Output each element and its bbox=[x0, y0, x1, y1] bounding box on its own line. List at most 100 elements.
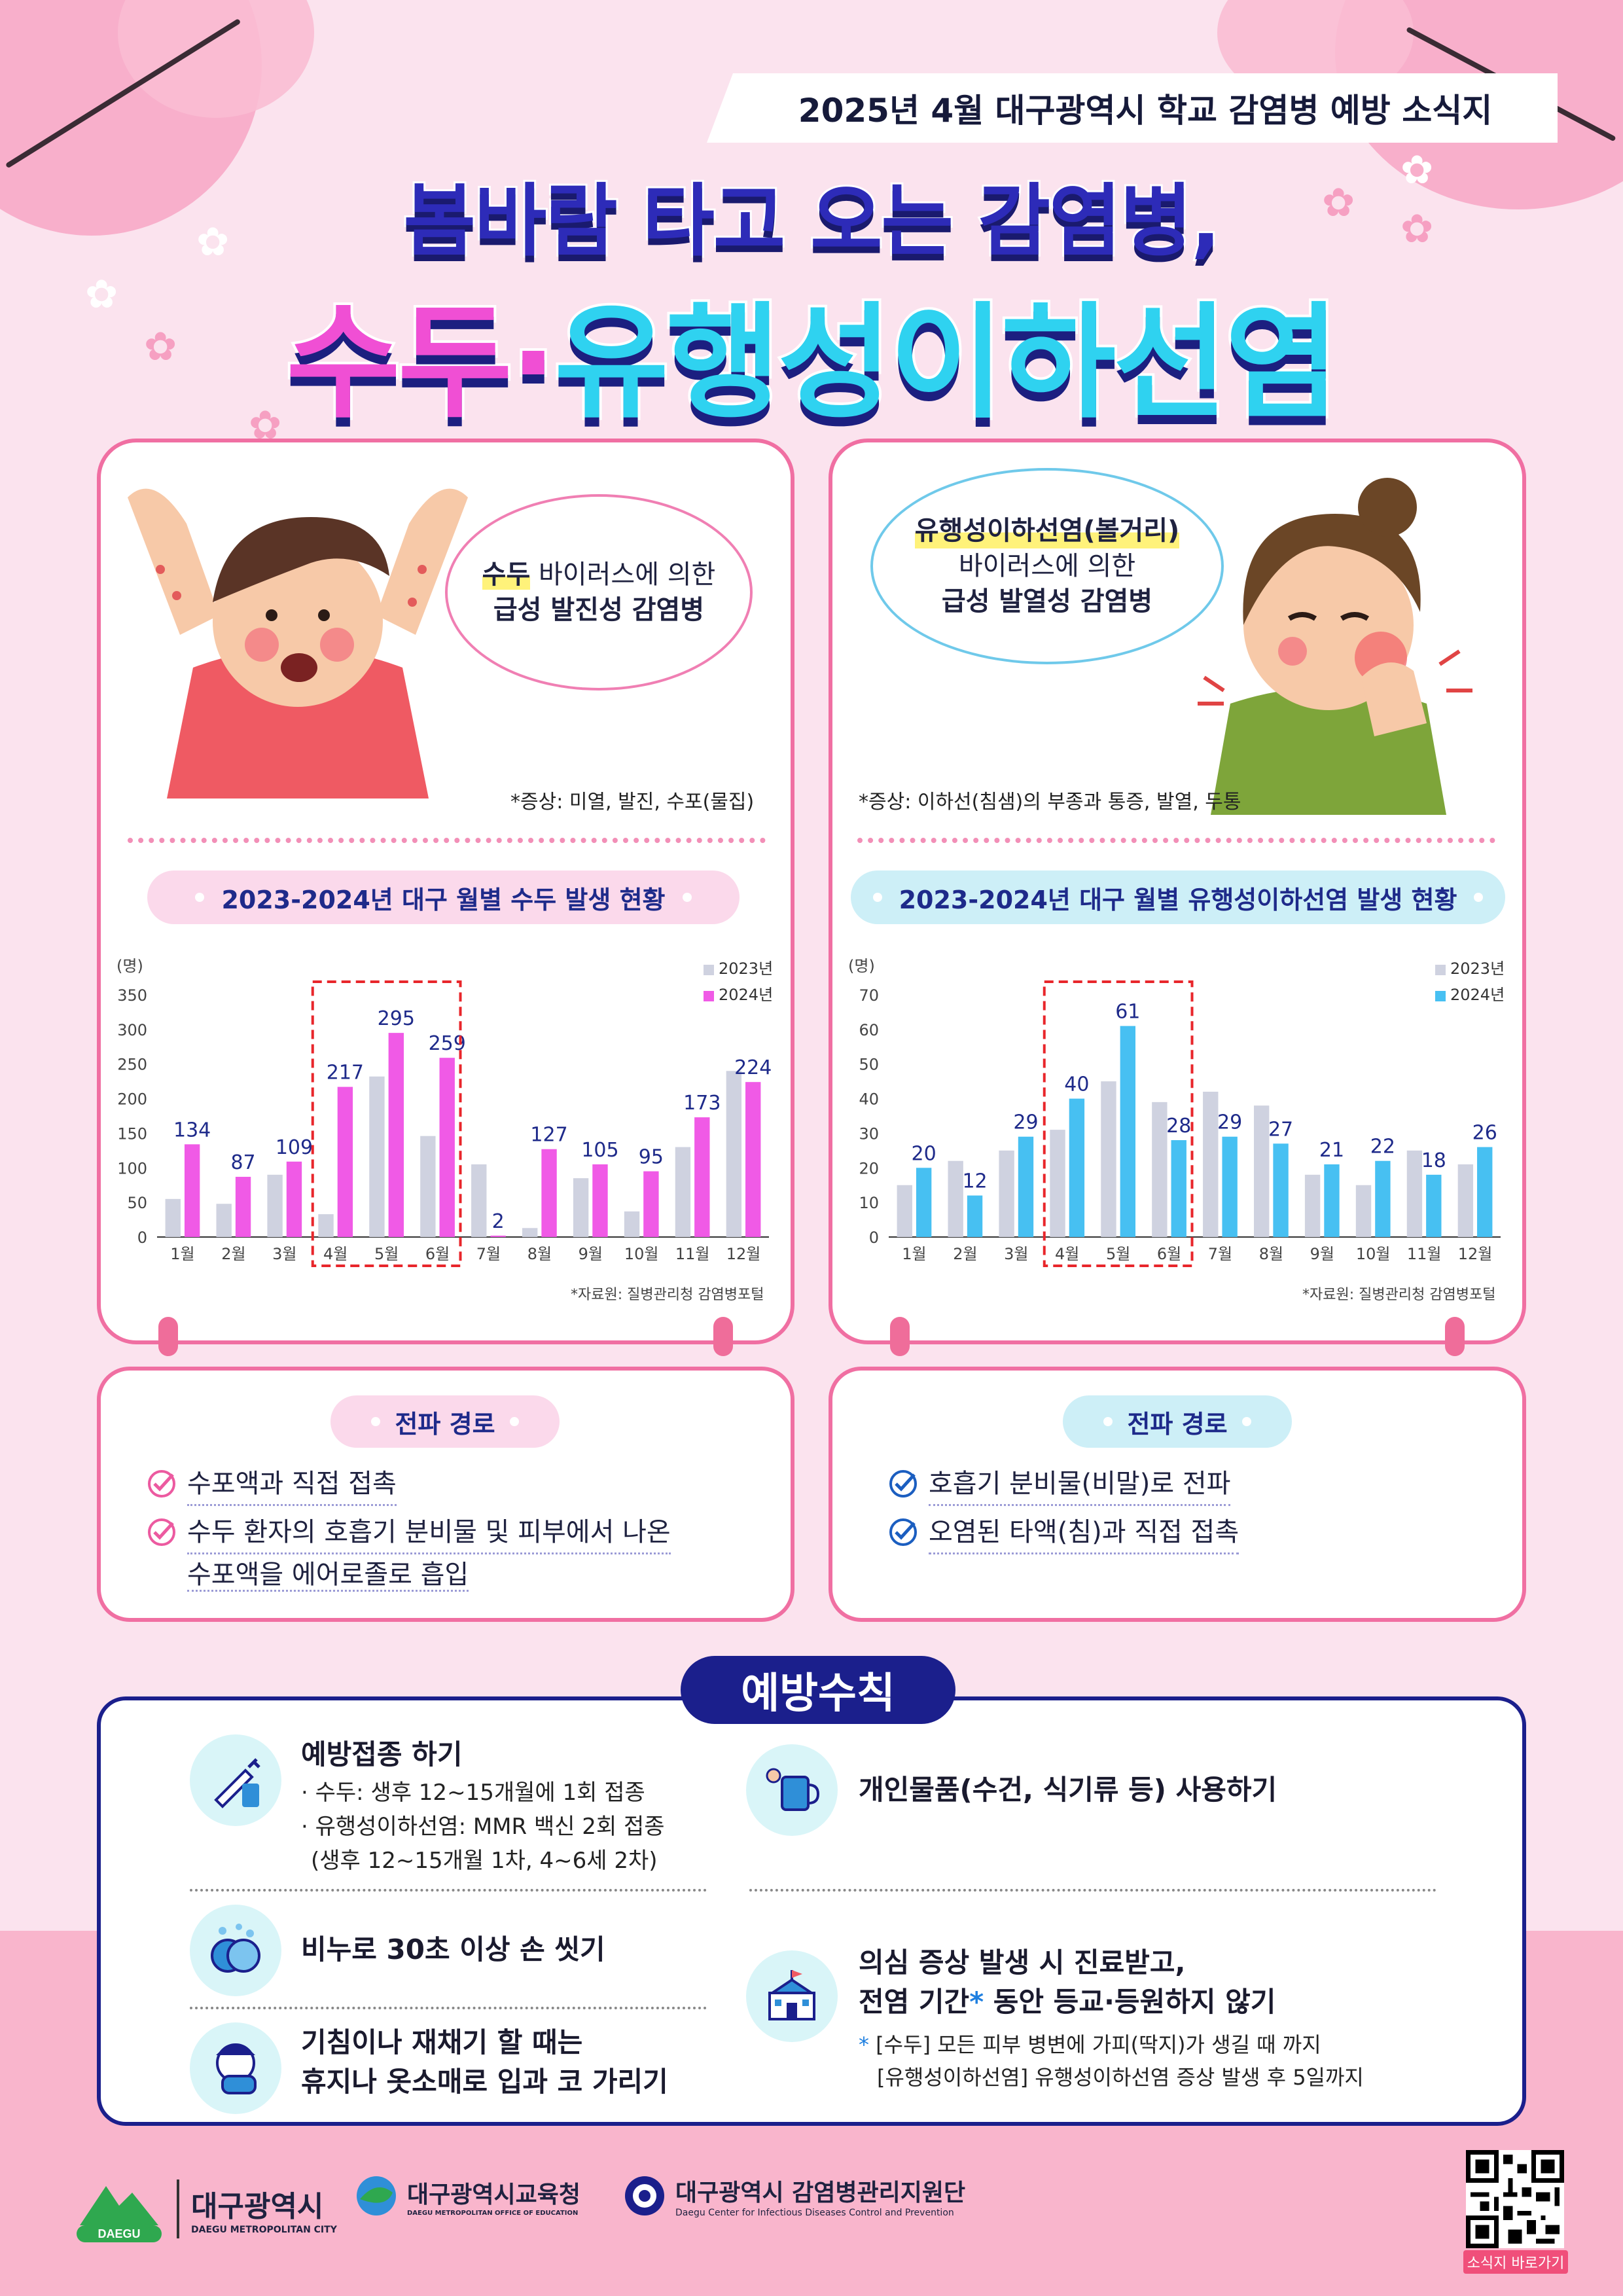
bubble-line1: 수두 바이러스에 의한 bbox=[482, 557, 716, 592]
route-text: 수포액을 에어로졸로 흡입 bbox=[187, 1560, 469, 1592]
flower-icon: ✿ bbox=[196, 219, 230, 265]
data-label: 29 bbox=[1217, 1111, 1242, 1134]
card-hook bbox=[890, 1317, 910, 1356]
symptom-rule-tail: 동안 등교·등원하지 않기 bbox=[984, 1986, 1276, 2018]
x-tick-label: 2월 bbox=[221, 1245, 245, 1263]
chart-title-text: 2023-2024년 대구 월별 수두 발생 현황 bbox=[221, 885, 666, 914]
page-title-line2: 수두·유행성이하선염 bbox=[0, 262, 1623, 442]
y-tick-label: 50 bbox=[859, 1056, 879, 1074]
qr-code[interactable] bbox=[1466, 2150, 1564, 2248]
bar-2023년 bbox=[624, 1211, 640, 1237]
check-icon bbox=[148, 1518, 175, 1546]
mumps-bar-chart: (명) 0 10 20 30 40 50 60 70 1월 20 2월 12 3월 29 4월 40 5월 61 6월… bbox=[848, 957, 1505, 1267]
flower-icon: ✿ bbox=[144, 324, 177, 370]
data-label: 22 bbox=[1370, 1136, 1395, 1158]
x-tick-label: 6월 bbox=[425, 1245, 450, 1263]
bar-2023년 bbox=[1304, 1174, 1321, 1237]
bar-2023년 bbox=[1406, 1150, 1423, 1237]
data-label: 105 bbox=[581, 1139, 618, 1162]
bar-2024년 bbox=[643, 1171, 659, 1237]
flower-icon: ✿ bbox=[1322, 180, 1355, 226]
footnote-line2: [유행성이하선염] 유행성이하선염 증상 발생 후 5일까지 bbox=[877, 2065, 1364, 2090]
vaccine-heading: 예방접종 하기 bbox=[301, 1738, 463, 1770]
mumps-symptoms: *증상: 이하선(침샘)의 부종과 통증, 발열, 두통 bbox=[859, 791, 1241, 814]
data-label: 295 bbox=[378, 1007, 415, 1030]
x-tick-label: 12월 bbox=[1458, 1245, 1493, 1263]
bubble-keyword: 유행성이하선염(볼거리) bbox=[914, 513, 1180, 548]
legend-swatch bbox=[704, 991, 714, 1001]
chart-title-text: 2023-2024년 대구 월별 유행성이하선염 발생 현황 bbox=[899, 885, 1457, 914]
chickenpox-symptoms: *증상: 미열, 발진, 수포(물집) bbox=[510, 791, 755, 814]
chickenpox-speech-bubble: 수두 바이러스에 의한 급성 발진성 감염병 bbox=[445, 494, 753, 691]
footnote-text: [수두] 모든 피부 병변에 가피(딱지)가 생길 때 까지 bbox=[869, 2032, 1321, 2057]
legend-label: 2023년 bbox=[719, 960, 773, 978]
route-text: 오염된 타액(침)과 직접 접촉 bbox=[929, 1512, 1240, 1554]
y-tick-label: 150 bbox=[117, 1124, 147, 1143]
bubble-text: 바이러스에 의한 bbox=[530, 560, 716, 590]
bar-2023년 bbox=[897, 1185, 912, 1237]
y-tick-label: 200 bbox=[117, 1090, 147, 1109]
daegu-badge-text: DAEGU bbox=[98, 2227, 140, 2240]
route-title-text: 전파 경로 bbox=[1127, 1409, 1228, 1439]
bar-2023년 bbox=[1152, 1102, 1168, 1237]
daegu-city-name: 대구광역시 bbox=[191, 2190, 324, 2223]
cough-text-line2: 휴지나 옷소매로 입과 코 가리기 bbox=[301, 2066, 668, 2098]
cdc-center-logo: 대구광역시 감염병관리지원단 Daegu Center for Infectiou… bbox=[622, 2173, 965, 2219]
bar-2023년 bbox=[369, 1076, 385, 1237]
y-tick-label: 0 bbox=[137, 1229, 147, 1247]
bar-2023년 bbox=[216, 1204, 232, 1237]
bar-2024년 bbox=[1477, 1147, 1493, 1237]
data-label: 173 bbox=[683, 1092, 721, 1115]
title-separator: · bbox=[507, 288, 560, 438]
daegu-city-logo: DAEGU 대구광역시 DAEGU METROPOLITAN CITY bbox=[73, 2173, 337, 2245]
qr-label[interactable]: 소식지 바로가기 bbox=[1463, 2250, 1568, 2274]
handwash-text: 비누로 30초 이상 손 씻기 bbox=[301, 1933, 605, 1965]
ribbon-text: 2025년 4월 대구광역시 학교 감염병 예방 소식지 bbox=[798, 92, 1493, 130]
vaccine-detail: (생후 12~15개월 1차, 4~6세 2차) bbox=[311, 1848, 658, 1874]
x-tick-label: 3월 bbox=[1004, 1245, 1028, 1263]
cough-text-line1: 기침이나 재채기 할 때는 bbox=[301, 2026, 583, 2058]
bar-2023년 bbox=[573, 1178, 589, 1237]
data-label: 27 bbox=[1268, 1118, 1293, 1141]
data-label: 224 bbox=[734, 1056, 772, 1079]
bubble-line2: 바이러스에 의한 bbox=[958, 551, 1136, 581]
symptom-rule-line1: 의심 증상 발생 시 진료받고, bbox=[859, 1946, 1186, 1979]
x-tick-label: 5월 bbox=[374, 1245, 399, 1263]
bubble-line3: 급성 발열성 감염병 bbox=[941, 586, 1153, 617]
x-tick-label: 4월 bbox=[1055, 1245, 1079, 1263]
data-label: 29 bbox=[1013, 1111, 1038, 1134]
cdc-center-text: 대구광역시 감염병관리지원단 Daegu Center for Infectiou… bbox=[675, 2174, 965, 2218]
bubble-line2: 급성 발진성 감염병 bbox=[493, 595, 705, 625]
card-hook bbox=[1445, 1317, 1465, 1356]
cough-icon bbox=[190, 2022, 281, 2114]
syringe-icon bbox=[214, 1758, 260, 1808]
data-label: 87 bbox=[230, 1151, 255, 1174]
chart-source: *자료원: 질병관리청 감염병포털 bbox=[571, 1287, 764, 1303]
bar-2024년 bbox=[1171, 1140, 1186, 1237]
bar-2023년 bbox=[1101, 1081, 1116, 1237]
x-tick-label: 2월 bbox=[953, 1245, 977, 1263]
bar-2024년 bbox=[1120, 1026, 1135, 1237]
title-mumps: 유행성이하선염 bbox=[552, 288, 1342, 438]
data-label: 61 bbox=[1115, 1001, 1140, 1024]
logo-divider bbox=[177, 2179, 179, 2238]
mountain-logo-icon: DAEGU bbox=[77, 2186, 162, 2242]
education-office-name: 대구광역시교육청 bbox=[407, 2181, 580, 2208]
check-icon bbox=[148, 1470, 175, 1498]
contagious-period: 전염 기간 bbox=[859, 1986, 970, 2018]
personal-items-icon bbox=[746, 1744, 838, 1836]
title-chickenpox: 수두 bbox=[283, 288, 515, 438]
education-office-en: DAEGU METROPOLITAN OFFICE OF EDUCATION bbox=[407, 2209, 579, 2217]
education-office-text: 대구광역시교육청 DAEGU METROPOLITAN OFFICE OF EDU… bbox=[407, 2176, 580, 2217]
bar-2024년 bbox=[1426, 1174, 1442, 1237]
legend-label: 2024년 bbox=[1450, 986, 1505, 1004]
school-building-icon bbox=[768, 1970, 816, 2020]
route-item: 호흡기 분비물(비말)로 전파 bbox=[887, 1463, 1231, 1506]
cdc-center-name: 대구광역시 감염병관리지원단 bbox=[675, 2179, 966, 2206]
data-label: 127 bbox=[530, 1124, 567, 1147]
x-tick-label: 4월 bbox=[323, 1245, 348, 1263]
data-label: 134 bbox=[173, 1119, 211, 1141]
data-label: 18 bbox=[1421, 1149, 1446, 1172]
education-office-logo: 대구광역시교육청 DAEGU METROPOLITAN OFFICE OF EDU… bbox=[353, 2173, 580, 2219]
data-label: 20 bbox=[912, 1142, 936, 1165]
